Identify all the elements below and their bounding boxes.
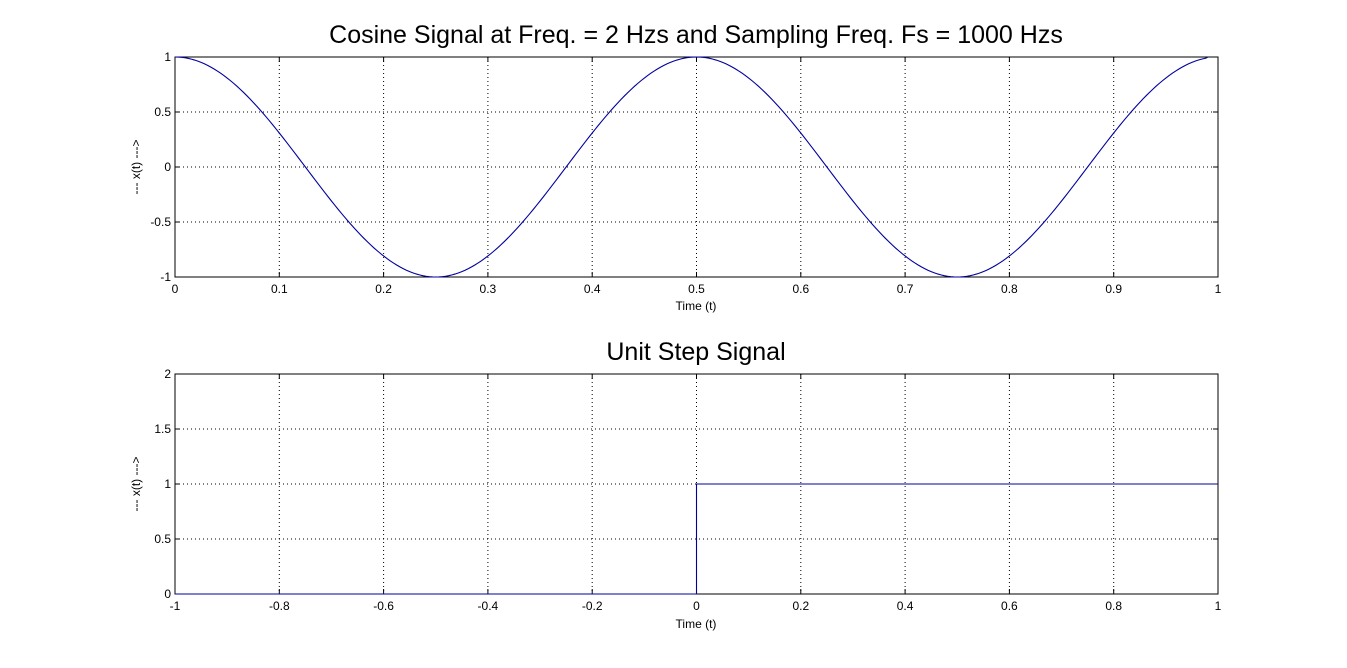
unit-step-chart-title: Unit Step Signal <box>606 338 785 366</box>
unit-step-ticks: -1 -0.8 -0.6 -0.4 -0.2 0 0.2 0.4 0.6 0.8 1 0 0.5 1 1.5… <box>154 367 1221 613</box>
cosine-y-axis-label: --- x(t) ---> <box>129 140 143 195</box>
unit-step-y-tick-label: 1 <box>164 477 171 491</box>
cosine-grid <box>175 57 1218 277</box>
cosine-subplot: Cosine Signal at Freq. = 2 Hzs and Sampl… <box>129 21 1222 313</box>
unit-step-x-tick-label: -0.2 <box>582 599 603 613</box>
unit-step-x-tick-label: 0.4 <box>897 599 914 613</box>
unit-step-x-tick-label: -0.8 <box>269 599 290 613</box>
unit-step-x-tick-label: 0.6 <box>1001 599 1018 613</box>
cosine-x-tick-label: 0 <box>172 282 179 296</box>
unit-step-x-tick-label: 0.2 <box>792 599 809 613</box>
unit-step-x-axis-label: Time (t) <box>676 617 717 631</box>
cosine-x-tick-label: 0.4 <box>584 282 601 296</box>
unit-step-y-axis-label: --- x(t) ---> <box>129 457 143 512</box>
unit-step-subplot: Unit Step Signal -1 -0.8 -0.6 -0.4 -0.2 0 0.2 0… <box>129 338 1222 631</box>
unit-step-y-tick-label: 0 <box>164 587 171 601</box>
unit-step-x-tick-label: 0 <box>693 599 700 613</box>
unit-step-y-tick-label: 1.5 <box>154 422 171 436</box>
unit-step-grid <box>175 374 1218 594</box>
cosine-y-tick-label: -0.5 <box>150 215 171 229</box>
unit-step-x-tick-label: 0.8 <box>1105 599 1122 613</box>
unit-step-series-line <box>175 483 1218 595</box>
cosine-x-tick-label: 0.8 <box>1001 282 1018 296</box>
cosine-x-tick-label: 0.3 <box>480 282 497 296</box>
unit-step-y-tick-label: 0.5 <box>154 532 171 546</box>
cosine-x-tick-label: 0.5 <box>688 282 705 296</box>
cosine-y-tick-label: 0 <box>164 160 171 174</box>
cosine-x-tick-label: 0.7 <box>897 282 914 296</box>
unit-step-x-tick-label: -0.4 <box>478 599 499 613</box>
unit-step-x-tick-label: -1 <box>170 599 181 613</box>
unit-step-y-tick-label: 2 <box>164 367 171 381</box>
cosine-y-tick-label: 0.5 <box>154 105 171 119</box>
cosine-x-tick-label: 0.6 <box>792 282 809 296</box>
cosine-series-line <box>174 56 1208 278</box>
cosine-y-tick-label: 1 <box>164 50 171 64</box>
cosine-x-tick-label: 1 <box>1215 282 1222 296</box>
unit-step-x-tick-label: 1 <box>1215 599 1222 613</box>
cosine-ticks: 0 0.1 0.2 0.3 0.4 0.5 0.6 0.7 0.8 0.9 1 -1 -0.5 0 0.5 1 <box>150 50 1221 296</box>
cosine-x-tick-label: 0.9 <box>1105 282 1122 296</box>
cosine-x-tick-label: 0.2 <box>375 282 392 296</box>
cosine-chart-title: Cosine Signal at Freq. = 2 Hzs and Sampl… <box>329 21 1063 49</box>
unit-step-x-tick-label: -0.6 <box>373 599 394 613</box>
cosine-x-axis-label: Time (t) <box>676 299 717 313</box>
cosine-y-tick-label: -1 <box>160 270 171 284</box>
cosine-x-tick-label: 0.1 <box>271 282 288 296</box>
